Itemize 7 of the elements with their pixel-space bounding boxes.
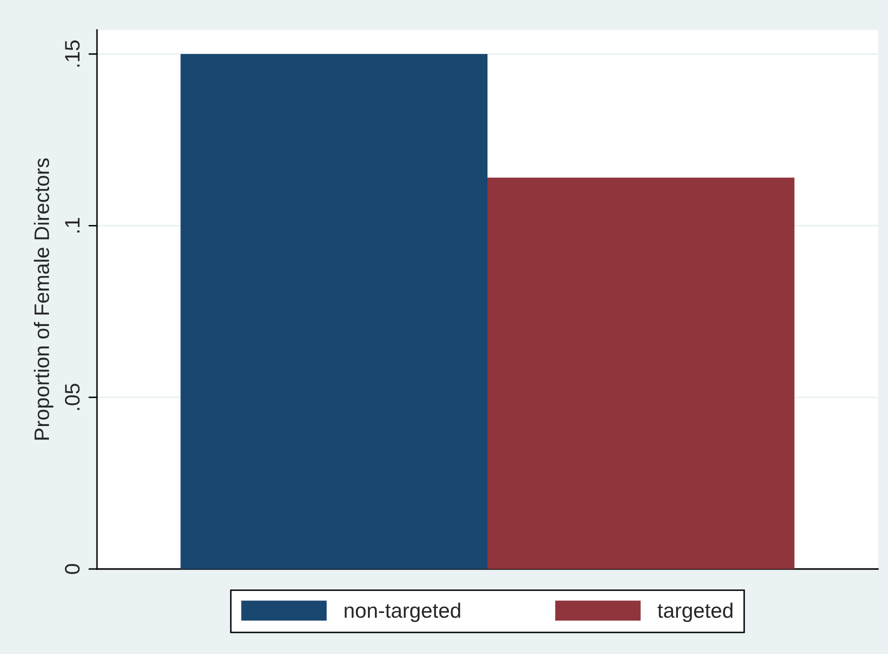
y-tick-label: 0 — [64, 564, 80, 574]
legend-label: targeted — [658, 602, 732, 622]
legend-label: non-targeted — [344, 602, 460, 622]
y-tick-label: .15 — [65, 40, 80, 67]
y-tick-label: .05 — [64, 384, 80, 410]
y-tick-label: .1 — [65, 218, 80, 232]
y-axis-title: Proportion of Female Directors — [34, 158, 54, 440]
